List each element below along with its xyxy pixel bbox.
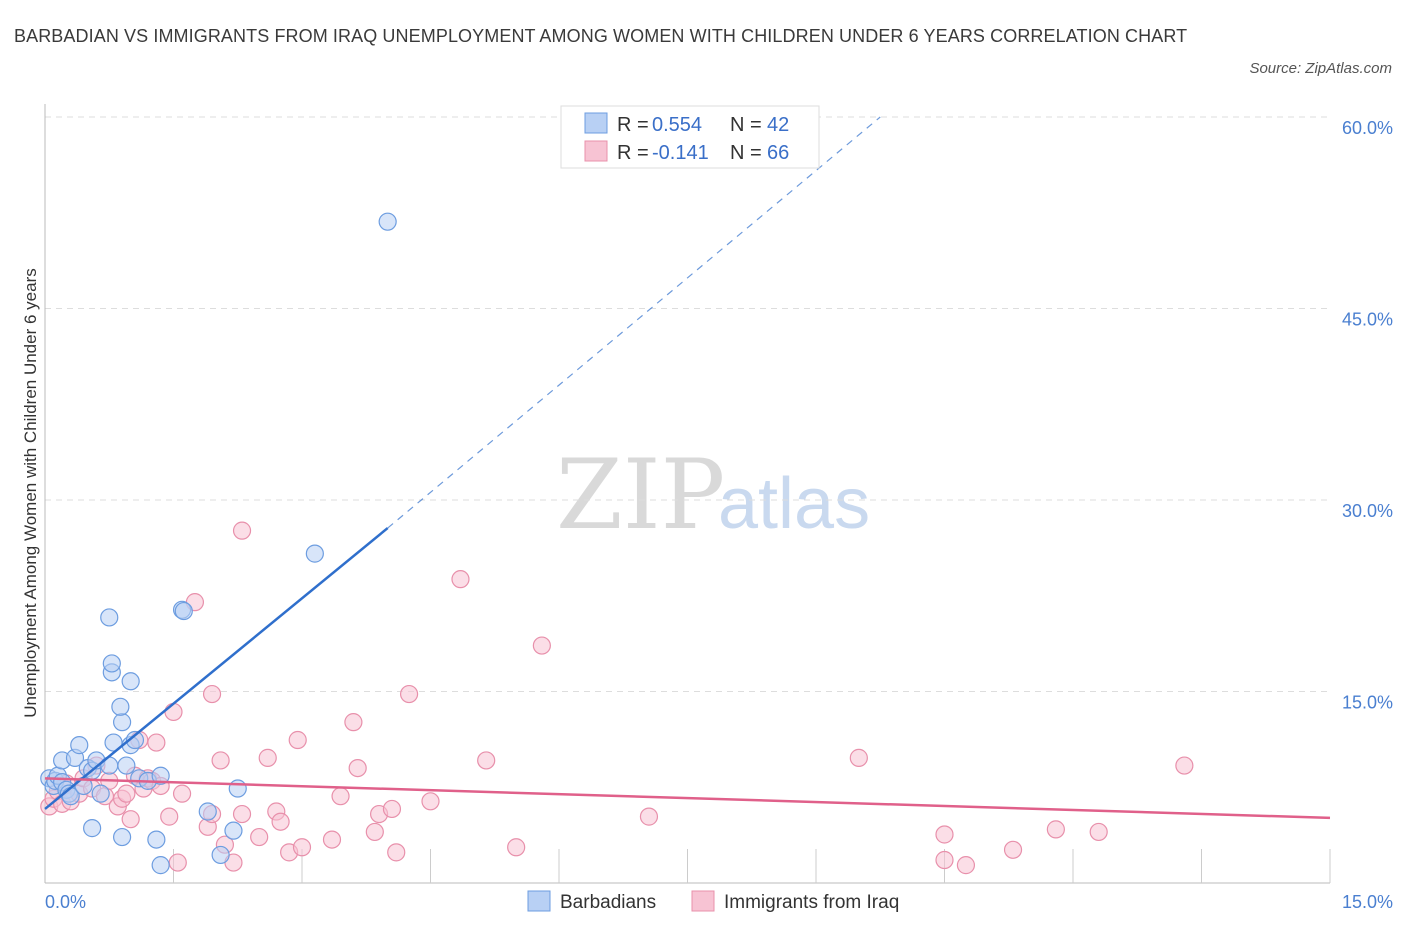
iraq-point bbox=[172, 784, 192, 803]
iraq-point bbox=[532, 636, 551, 655]
iraq-point bbox=[160, 807, 179, 826]
barbadian-point bbox=[147, 830, 166, 849]
iraq-point bbox=[121, 810, 140, 829]
iraq-point bbox=[399, 684, 419, 704]
bottom-legend-swatch-barbadians bbox=[527, 890, 551, 912]
barbadian-point bbox=[70, 736, 89, 755]
legend-n-label-2: N = bbox=[730, 142, 762, 164]
grid bbox=[45, 116, 1330, 692]
legend: R = 0.554 N = 42 R = -0.141 N = 66 bbox=[560, 105, 820, 169]
iraq-point bbox=[202, 684, 222, 704]
iraq-point bbox=[451, 570, 470, 589]
iraq-point bbox=[1003, 840, 1023, 859]
iraq-point bbox=[639, 807, 659, 826]
barbadian-point bbox=[305, 544, 324, 563]
legend-r-label-1: R = bbox=[617, 114, 649, 136]
watermark-atlas: atlas bbox=[718, 464, 870, 544]
barbadian-point bbox=[112, 827, 132, 847]
y-tick-label: 45.0% bbox=[1342, 310, 1393, 330]
iraq-point bbox=[935, 850, 954, 870]
y-axis-label: Unemployment Among Women with Children U… bbox=[21, 268, 40, 717]
barbadian-point bbox=[224, 821, 243, 840]
iraq-point bbox=[935, 825, 954, 844]
iraq-point bbox=[292, 838, 312, 857]
barbadian-point bbox=[112, 713, 132, 732]
iraq-point bbox=[322, 830, 342, 849]
iraq-point bbox=[1046, 820, 1065, 839]
barbadian-point bbox=[117, 756, 136, 775]
legend-swatch-barbadians bbox=[584, 112, 608, 134]
x-tick-label-min: 0.0% bbox=[45, 892, 86, 912]
barbadian-point bbox=[125, 730, 145, 750]
y-tick-label: 15.0% bbox=[1342, 693, 1393, 713]
iraq-point bbox=[250, 827, 269, 847]
barbadian-point bbox=[198, 802, 217, 821]
barbadian-point bbox=[211, 845, 230, 865]
iraq-point bbox=[288, 730, 307, 750]
iraq-point bbox=[147, 733, 166, 752]
iraq-point bbox=[507, 838, 526, 857]
legend-n-value-1: 42 bbox=[767, 114, 789, 136]
iraq-point bbox=[168, 853, 187, 872]
iraq-point bbox=[365, 822, 384, 842]
bottom-legend-label-barbadians: Barbadians bbox=[560, 892, 656, 913]
iraq-point bbox=[956, 856, 976, 875]
source-label: Source: ZipAtlas.com bbox=[1249, 60, 1392, 77]
iraq-point bbox=[164, 702, 183, 722]
barbadian-point bbox=[378, 212, 397, 231]
x-tick-label-max: 15.0% bbox=[1342, 892, 1393, 912]
legend-r-value-2: -0.141 bbox=[652, 142, 709, 164]
legend-r-value-1: 0.554 bbox=[652, 114, 702, 136]
iraq-trend-line bbox=[44, 777, 1331, 820]
bottom-legend-label-iraq: Immigrants from Iraq bbox=[724, 892, 899, 913]
barbadian-points bbox=[40, 212, 397, 875]
legend-swatch-iraq bbox=[584, 140, 608, 162]
iraq-point bbox=[232, 804, 252, 824]
iraq-point bbox=[477, 751, 496, 770]
iraq-point bbox=[387, 843, 406, 862]
iraq-point bbox=[382, 799, 402, 819]
barbadian-trend-extension bbox=[387, 116, 881, 529]
y-tick-label: 60.0% bbox=[1342, 118, 1393, 138]
barbadian-point bbox=[174, 601, 193, 621]
iraq-point bbox=[344, 713, 363, 732]
iraq-point bbox=[849, 748, 868, 767]
bottom-legend: Barbadians Immigrants from Iraq bbox=[527, 890, 899, 913]
barbadian-point bbox=[151, 856, 170, 875]
bottom-legend-swatch-iraq bbox=[691, 890, 715, 912]
y-tick-labels: 15.0% 30.0% 45.0% 60.0% bbox=[1342, 118, 1393, 713]
barbadian-point bbox=[91, 784, 110, 803]
iraq-point bbox=[1089, 822, 1108, 842]
legend-n-value-2: 66 bbox=[767, 142, 789, 164]
iraq-point bbox=[1175, 756, 1194, 775]
y-tick-label: 30.0% bbox=[1342, 501, 1393, 521]
barbadian-point bbox=[111, 697, 130, 716]
legend-r-label-2: R = bbox=[617, 142, 649, 164]
iraq-point bbox=[258, 748, 277, 767]
barbadian-point bbox=[151, 766, 170, 785]
watermark: ZIP atlas bbox=[556, 439, 870, 551]
iraq-points bbox=[40, 521, 1194, 875]
iraq-point bbox=[421, 792, 440, 811]
iraq-point bbox=[211, 751, 230, 770]
x-ticks bbox=[173, 849, 1331, 883]
barbadian-point bbox=[102, 654, 121, 673]
barbadian-point bbox=[121, 672, 140, 691]
barbadian-point bbox=[228, 779, 247, 798]
iraq-point bbox=[117, 784, 136, 803]
trend-lines bbox=[44, 116, 1331, 820]
barbadian-point bbox=[83, 819, 102, 838]
watermark-zip: ZIP bbox=[556, 439, 725, 551]
legend-n-label-1: N = bbox=[730, 114, 762, 136]
barbadian-point bbox=[100, 608, 119, 627]
iraq-point bbox=[331, 787, 350, 806]
iraq-point bbox=[232, 521, 252, 540]
iraq-point bbox=[271, 812, 290, 831]
barbadian-trend-line bbox=[44, 527, 389, 810]
chart-title: BARBADIAN VS IMMIGRANTS FROM IRAQ UNEMPL… bbox=[14, 26, 1188, 46]
iraq-point bbox=[348, 758, 367, 778]
